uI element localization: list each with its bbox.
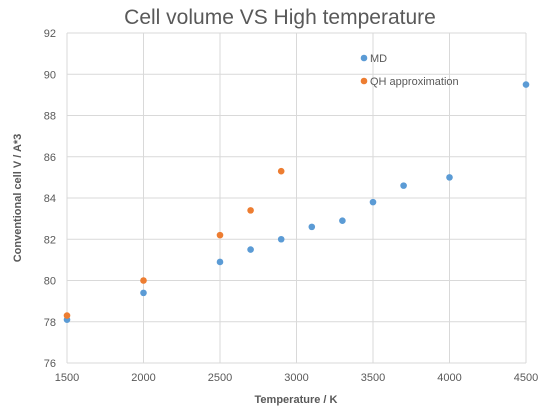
- y-tick-label: 78: [44, 317, 56, 329]
- data-point: [140, 289, 147, 297]
- data-point: [216, 258, 224, 266]
- y-tick-label: 86: [44, 152, 56, 164]
- x-tick-label: 2500: [208, 372, 232, 384]
- data-point: [277, 167, 285, 175]
- data-point: [247, 246, 254, 253]
- legend-label-md: MD: [370, 53, 387, 65]
- data-point: [369, 198, 377, 206]
- y-tick-label: 82: [44, 234, 56, 246]
- data-point: [216, 231, 224, 239]
- legend-marker-qh: [360, 77, 368, 85]
- x-tick-label: 4000: [437, 372, 461, 384]
- y-axis-ticks: 76 78 80 82 84 86 88 90 92: [44, 28, 56, 370]
- y-tick-label: 90: [44, 69, 56, 81]
- series-qh-approximation: [63, 167, 285, 319]
- data-point: [63, 312, 71, 319]
- y-tick-label: 76: [44, 358, 56, 370]
- y-tick-label: 88: [44, 111, 56, 123]
- data-point: [277, 235, 285, 243]
- data-point: [339, 217, 346, 224]
- chart-title: Cell volume VS High temperature: [124, 6, 436, 29]
- x-axis-ticks: 1500 2000 2500 3000 3500 4000 4500: [55, 372, 538, 384]
- legend-label-qh: QH approximation: [370, 76, 459, 88]
- y-axis-title: Conventional cell V / A*3: [12, 134, 24, 263]
- data-point: [308, 223, 316, 231]
- x-axis-title: Temperature / K: [255, 394, 338, 406]
- legend-marker-md: [360, 54, 368, 62]
- y-tick-label: 80: [44, 276, 56, 288]
- data-point: [140, 277, 147, 284]
- gridlines: [66, 32, 527, 364]
- data-point: [522, 81, 530, 88]
- x-tick-label: 3000: [284, 372, 308, 384]
- y-tick-label: 84: [44, 193, 56, 205]
- legend: MD QH approximation: [360, 53, 459, 88]
- x-tick-label: 4500: [514, 372, 538, 384]
- data-points: [63, 81, 530, 323]
- x-tick-label: 3500: [361, 372, 385, 384]
- x-tick-label: 1500: [55, 372, 79, 384]
- y-tick-label: 92: [44, 28, 56, 40]
- data-point: [400, 182, 407, 189]
- data-point: [247, 207, 254, 214]
- x-tick-label: 2000: [131, 372, 155, 384]
- data-point: [446, 174, 453, 181]
